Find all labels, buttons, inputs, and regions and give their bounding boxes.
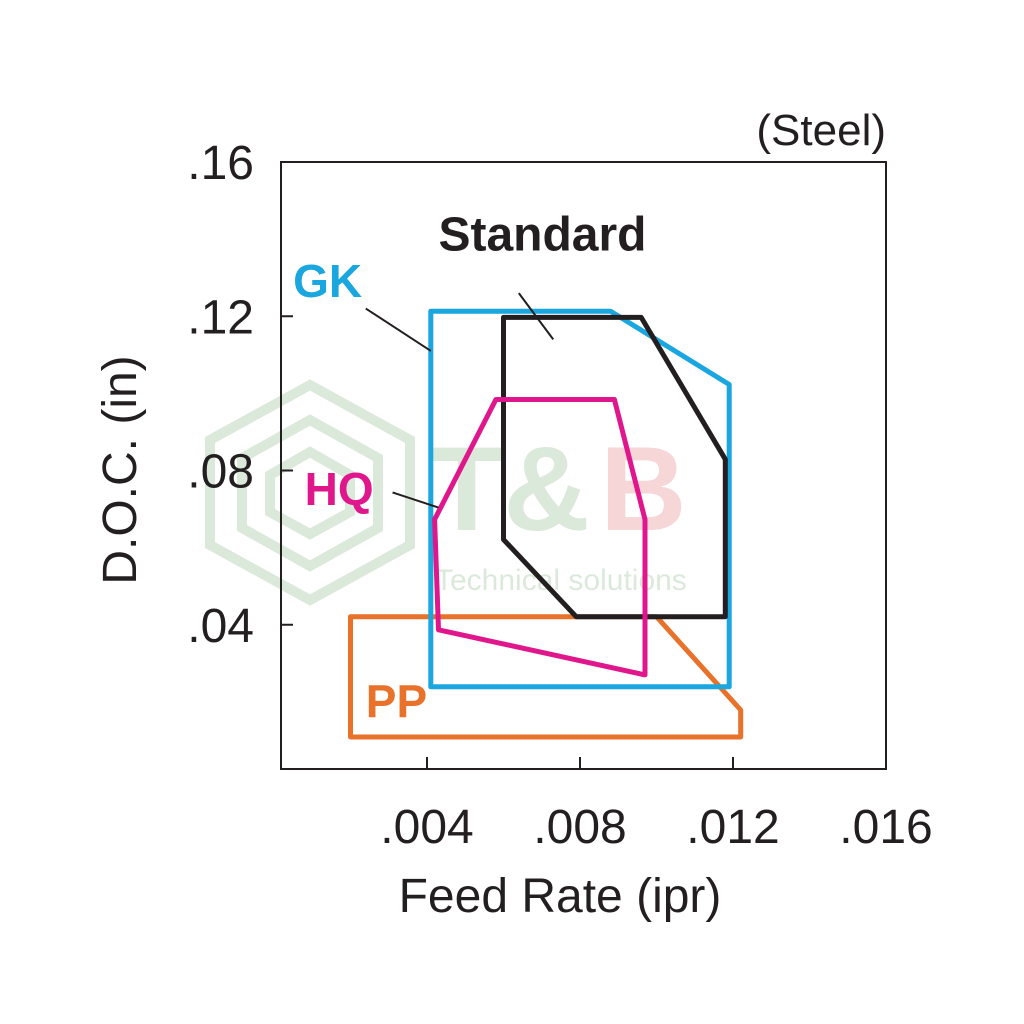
y-tick-label: .16 (187, 137, 254, 190)
series-label: HQ (305, 463, 374, 515)
y-axis-label: D.O.C. (in) (94, 355, 147, 584)
series-label: GK (293, 255, 362, 307)
chart-subtitle: (Steel) (756, 106, 886, 155)
plot-frame (280, 161, 887, 770)
y-tick-label: .12 (187, 291, 254, 344)
region-gk (428, 308, 732, 690)
series-label: PP (366, 675, 427, 727)
svg-text:Technical solutions: Technical solutions (435, 564, 687, 597)
x-tick-label: .012 (686, 801, 779, 854)
x-tick-label: .008 (533, 801, 626, 854)
region-standard (501, 314, 728, 620)
y-tick-label: .04 (187, 600, 254, 653)
x-tick-label: .004 (380, 801, 473, 854)
series-label: Standard (438, 209, 646, 262)
leader-line (517, 292, 555, 340)
region-hq (432, 397, 648, 678)
x-tick-label: .016 (839, 801, 932, 854)
y-tick-label: .08 (187, 446, 254, 499)
leader-line (365, 307, 432, 352)
leader-line (392, 491, 439, 509)
svg-text:T&: T& (430, 422, 590, 556)
x-axis-label: Feed Rate (ipr) (399, 870, 722, 923)
